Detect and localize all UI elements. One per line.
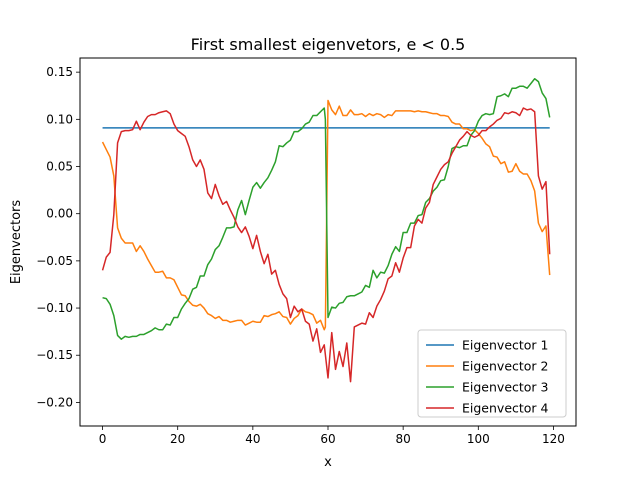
y-axis: −0.20 −0.15 −0.10 −0.05 0.00 0.05 0.10 0.15 (36, 65, 80, 409)
y-tick-label: 0.00 (46, 207, 73, 221)
y-tick-label: −0.10 (36, 301, 73, 315)
legend-label: Eigenvector 1 (462, 338, 549, 353)
y-tick-label: −0.20 (36, 395, 73, 409)
y-tick-label: 0.15 (46, 65, 73, 79)
y-tick-label: −0.05 (36, 254, 73, 268)
y-tick-label: 0.05 (46, 160, 73, 174)
x-axis-label: x (324, 455, 332, 470)
x-tick-label: 80 (396, 432, 411, 446)
x-tick-label: 120 (542, 432, 565, 446)
legend-label: Eigenvector 3 (462, 380, 549, 395)
series-line-eigenvector-4 (101, 107, 551, 383)
x-tick-label: 60 (320, 432, 335, 446)
series-line-eigenvector-3 (102, 78, 551, 340)
x-axis: 0 20 40 60 80 100 120 (99, 426, 565, 446)
legend-label: Eigenvector 2 (462, 359, 549, 374)
legend-box (417, 329, 567, 418)
y-axis-label: Eigenvectors (9, 200, 24, 285)
y-tick-label: −0.15 (36, 348, 73, 362)
plot-lines (101, 78, 551, 383)
legend: Eigenvector 1 Eigenvector 2 Eigenvector 3 E… (417, 329, 567, 418)
x-tick-label: 40 (245, 432, 260, 446)
y-tick-label: 0.10 (46, 112, 73, 126)
x-tick-label: 20 (170, 432, 185, 446)
legend-label: Eigenvector 4 (462, 401, 549, 416)
chart-title: First smallest eigenvetors, e < 0.5 (191, 35, 466, 54)
x-tick-label: 100 (467, 432, 490, 446)
x-tick-label: 0 (99, 432, 107, 446)
